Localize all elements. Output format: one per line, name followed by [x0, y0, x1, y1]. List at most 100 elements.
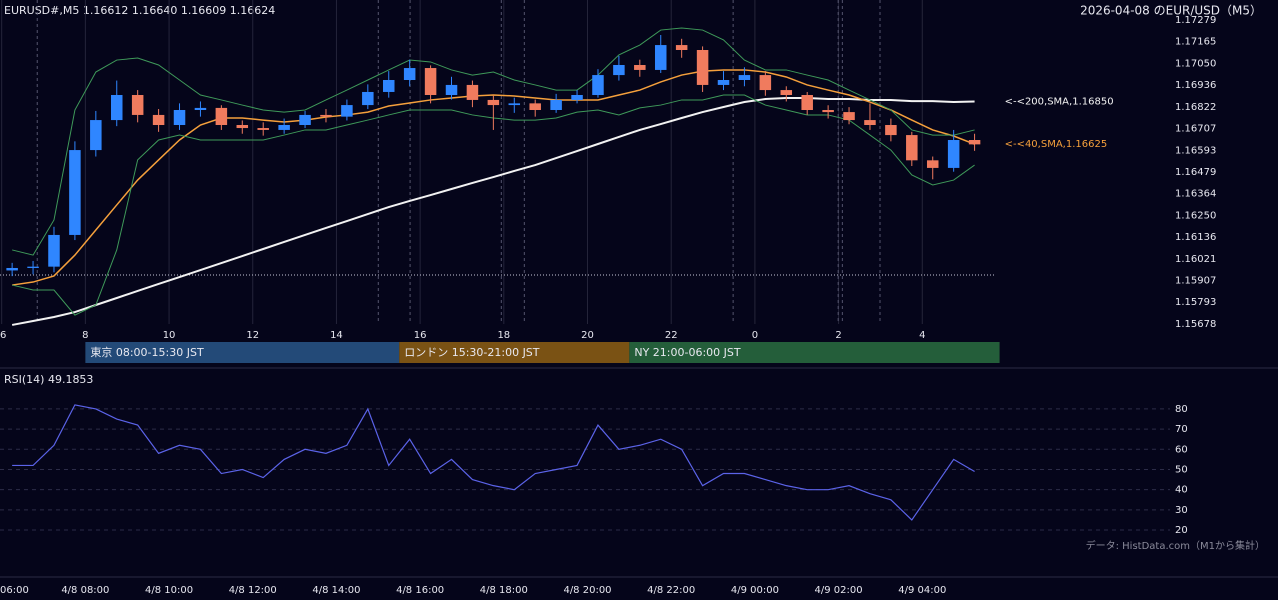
- candle-body: [6, 267, 18, 271]
- y-tick-label: 1.16250: [1175, 210, 1216, 221]
- x-tick-label: 16: [414, 330, 427, 341]
- candle-body: [508, 103, 521, 106]
- y-tick-label: 1.16021: [1175, 254, 1216, 265]
- x-tick-label: 06:00: [0, 585, 29, 596]
- candle-body: [843, 112, 855, 121]
- y-tick-label: 1.16822: [1175, 102, 1216, 113]
- candle-body: [801, 95, 813, 111]
- candle-body: [529, 103, 541, 111]
- x-tick-label: 4/8 08:00: [61, 585, 109, 596]
- x-tick-label: 4/9 00:00: [731, 585, 779, 596]
- candle-body: [48, 234, 60, 267]
- candle-body: [69, 150, 81, 235]
- y-tick-label: 70: [1175, 424, 1188, 435]
- candle-body: [257, 128, 269, 130]
- rsi-title: RSI(14) 49.1853: [4, 373, 93, 386]
- session-label: ロンドン 15:30-21:00 JST: [404, 346, 540, 359]
- candle-body: [445, 84, 458, 96]
- y-tick-label: 1.16593: [1175, 145, 1216, 156]
- session-band: [629, 342, 1000, 363]
- y-tick-label: 20: [1175, 525, 1188, 536]
- x-tick-label: 22: [665, 330, 678, 341]
- candle-body: [571, 95, 583, 100]
- candle-body: [299, 114, 311, 126]
- x-tick-label: 12: [246, 330, 259, 341]
- candle-body: [550, 99, 562, 111]
- candle-body: [424, 68, 437, 96]
- session-band: [85, 342, 400, 363]
- candle-body: [780, 90, 793, 96]
- candle-body: [320, 114, 332, 117]
- candle-body: [906, 135, 918, 161]
- series-line: [11, 97, 975, 326]
- x-tick-label: 4/9 02:00: [815, 585, 863, 596]
- candle-body: [131, 95, 144, 115]
- y-tick-label: 1.16136: [1175, 232, 1216, 243]
- candle-body: [362, 91, 374, 106]
- candle-body: [215, 107, 228, 126]
- x-tick-label: 14: [330, 330, 343, 341]
- candle-body: [592, 75, 604, 96]
- series-line: [12, 69, 975, 286]
- candle-body: [926, 160, 939, 168]
- candle-body: [947, 140, 960, 168]
- header: EURUSD#,M5 1.16612 1.16640 1.16609 1.166…: [4, 4, 275, 17]
- x-tick-label: 20: [581, 330, 594, 341]
- x-tick-label: 18: [497, 330, 510, 341]
- y-tick-label: 1.15678: [1175, 319, 1216, 330]
- chart-title: 2026-04-08 のEUR/USD（M5）: [1080, 4, 1262, 18]
- candle-body: [341, 105, 353, 117]
- x-tick-label: 2: [835, 330, 841, 341]
- candle-body: [466, 84, 479, 100]
- source-note: データ: HistData.com（M1から集計）: [1086, 539, 1265, 552]
- candle-body: [382, 80, 395, 92]
- x-tick-label: 0: [752, 330, 758, 341]
- y-tick-label: 1.17279: [1175, 15, 1216, 26]
- candle-body: [738, 75, 751, 81]
- x-tick-label: 4/8 22:00: [647, 585, 695, 596]
- candle-body: [717, 80, 730, 85]
- candle-body: [27, 266, 39, 268]
- series-line: [12, 404, 975, 521]
- candle-body: [487, 99, 500, 106]
- candle-body: [403, 68, 416, 81]
- candle-body: [613, 65, 625, 76]
- x-tick-label: 4/8 10:00: [145, 585, 193, 596]
- y-tick-label: 60: [1175, 444, 1188, 455]
- x-tick-label: 4/8 20:00: [563, 585, 611, 596]
- session-band: [399, 342, 630, 363]
- y-tick-label: 1.15907: [1175, 276, 1216, 287]
- x-tick-label: 4/8 18:00: [480, 585, 528, 596]
- candle-body: [152, 114, 165, 126]
- candle-body: [864, 120, 876, 126]
- x-tick-label: 4/8 12:00: [229, 585, 277, 596]
- candle-body: [634, 65, 646, 70]
- series-label: <-<200,SMA,1.16850: [1005, 96, 1114, 107]
- candle-body: [654, 45, 667, 70]
- candle-body: [194, 107, 207, 111]
- x-tick-label: 4: [919, 330, 925, 341]
- candle-body: [90, 120, 102, 151]
- y-tick-label: 40: [1175, 485, 1188, 496]
- y-tick-label: 80: [1175, 404, 1188, 415]
- candle-body: [968, 140, 981, 145]
- y-tick-label: 1.16936: [1175, 80, 1216, 91]
- y-tick-label: 1.17050: [1175, 58, 1216, 69]
- y-tick-label: 50: [1175, 464, 1188, 475]
- x-tick-label: 8: [82, 330, 88, 341]
- x-tick-label: 4/8 14:00: [312, 585, 360, 596]
- x-tick-label: 4/8 16:00: [396, 585, 444, 596]
- y-tick-label: 1.17165: [1175, 37, 1216, 48]
- y-tick-label: 1.16707: [1175, 124, 1216, 135]
- x-tick-label: 4/9 04:00: [898, 585, 946, 596]
- candle-body: [236, 125, 249, 129]
- x-tick-label: 6: [0, 330, 6, 341]
- candle-body: [110, 95, 123, 121]
- candle-body: [885, 125, 897, 136]
- series-label: <-<40,SMA,1.16625: [1005, 139, 1108, 150]
- y-tick-label: 30: [1175, 505, 1188, 516]
- series-line: [12, 27, 975, 256]
